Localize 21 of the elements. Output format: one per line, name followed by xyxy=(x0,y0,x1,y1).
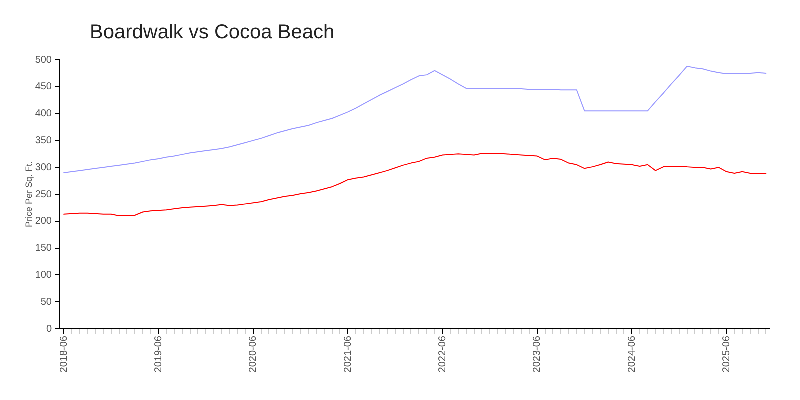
y-tick-label: 350 xyxy=(35,135,52,146)
y-tick-label: 0 xyxy=(46,324,52,335)
x-tick-label: 2025-06 xyxy=(721,336,732,373)
x-tick-label: 2023-06 xyxy=(532,336,544,373)
y-tick-label: 400 xyxy=(35,108,52,120)
y-tick-label: 200 xyxy=(35,216,52,228)
x-tick-label: 2020-06 xyxy=(248,336,260,373)
y-tick-label: 300 xyxy=(35,162,52,174)
y-tick-label: 500 xyxy=(35,54,52,66)
x-tick-label: 2019-06 xyxy=(153,336,164,373)
x-tick-label: 2021-06 xyxy=(342,336,354,373)
chart-title: Boardwalk vs Cocoa Beach xyxy=(90,22,335,44)
y-tick-label: 450 xyxy=(35,82,52,93)
y-tick-label: 50 xyxy=(40,296,52,308)
x-tick-label: 2024-06 xyxy=(626,336,638,373)
x-tick-label: 2022-06 xyxy=(437,336,448,373)
x-tick-label: 2018-06 xyxy=(58,336,70,373)
y-tick-label: 150 xyxy=(35,243,52,254)
y-tick-label: 250 xyxy=(35,189,52,200)
y-tick-label: 100 xyxy=(35,270,52,281)
y-axis-title: Price Per Sq. Ft. xyxy=(24,161,34,228)
